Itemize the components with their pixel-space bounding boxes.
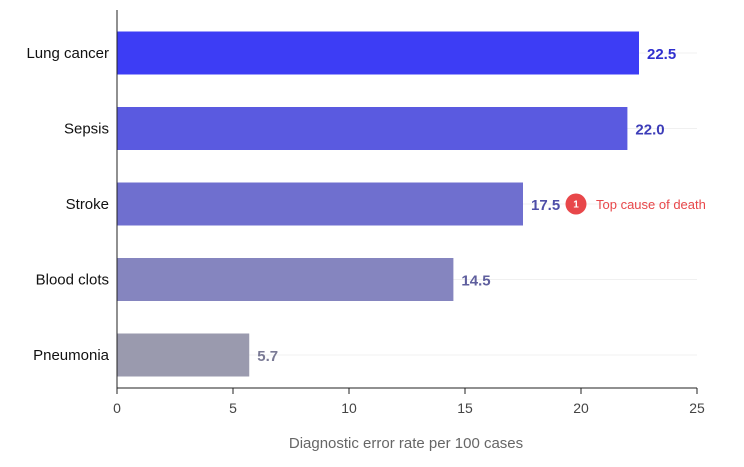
bar-layer <box>117 31 639 377</box>
x-tick-label: 20 <box>573 400 589 416</box>
x-axis-title: Diagnostic error rate per 100 cases <box>289 435 523 452</box>
annotation-marker <box>565 193 587 215</box>
bar-pneumonia <box>117 333 250 377</box>
category-label: Stroke <box>66 196 109 213</box>
category-label: Lung cancer <box>26 45 109 62</box>
category-label: Sepsis <box>64 121 109 138</box>
label-layer: Lung cancer 22.5 Sepsis 22.0 Stroke 17.5 Blood… <box>26 45 676 365</box>
annotation-text: Top cause of death <box>596 197 706 212</box>
x-tick-label: 15 <box>457 400 473 416</box>
value-label: 22.5 <box>647 46 676 63</box>
x-tick-label: 25 <box>689 400 705 416</box>
category-label: Pneumonia <box>33 347 110 364</box>
x-tick-label: 5 <box>229 400 237 416</box>
bar-blood-clots <box>117 258 454 301</box>
annotation-number: 1 <box>573 200 579 211</box>
value-label: 22.0 <box>635 122 664 139</box>
category-label: Blood clots <box>36 272 109 289</box>
bar-stroke <box>117 182 523 226</box>
x-tick-label: 0 <box>113 400 121 416</box>
annotation-layer: 1 Top cause of death <box>565 193 706 215</box>
axis-layer: 0 5 10 15 20 25 <box>113 10 705 416</box>
x-tick-label: 10 <box>341 400 357 416</box>
value-label: 17.5 <box>531 197 560 214</box>
bar-sepsis <box>117 107 628 150</box>
bar-lung-cancer <box>117 31 639 75</box>
value-label: 14.5 <box>461 273 490 290</box>
value-label: 5.7 <box>257 348 278 365</box>
